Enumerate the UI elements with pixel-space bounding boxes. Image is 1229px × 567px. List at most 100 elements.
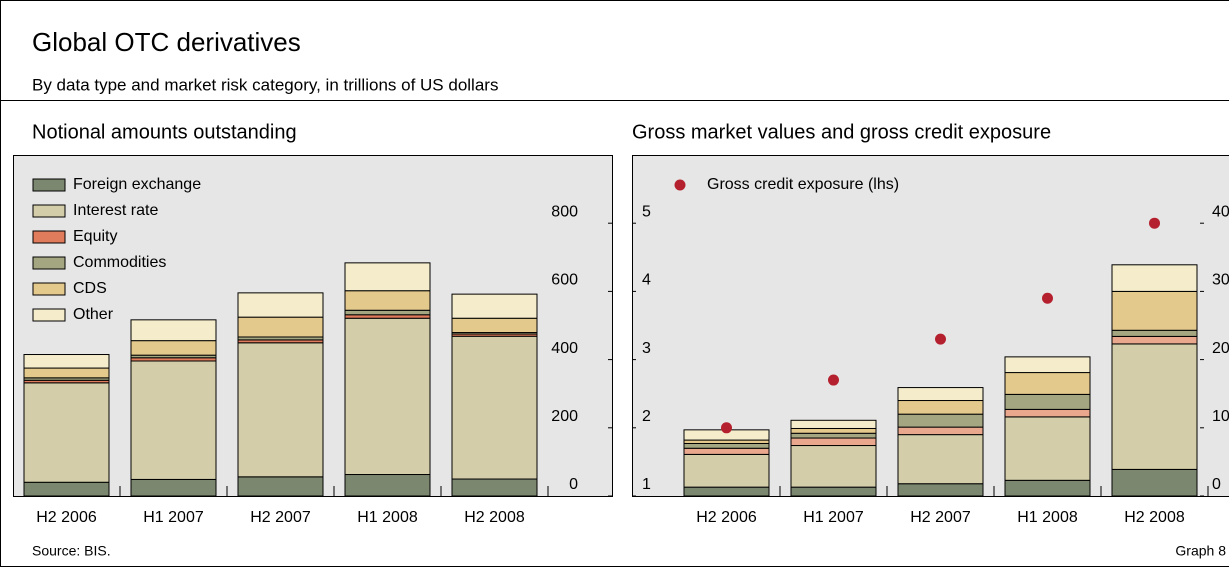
legend-swatch: [32, 230, 66, 244]
bar-segment: [1004, 393, 1091, 410]
y-tick-label: 2: [642, 408, 651, 425]
bar-segment: [451, 478, 538, 497]
legend-swatch: [32, 178, 66, 192]
x-tick-label: H1 2007: [143, 509, 204, 526]
bar-segment: [1111, 335, 1198, 345]
bar-segment: [897, 400, 984, 415]
y2-tick-label: 20: [1212, 340, 1229, 357]
bar-segment: [897, 426, 984, 436]
x-tick-label: H1 2008: [1017, 509, 1078, 526]
x-tick-label: H2 2007: [250, 509, 311, 526]
legend-swatch: [32, 308, 66, 322]
y-tick-label: 200: [551, 408, 578, 425]
bar-segment: [897, 434, 984, 485]
x-tick-label: H2 2008: [1124, 509, 1185, 526]
dot: [1149, 217, 1160, 229]
dot: [828, 374, 839, 386]
legend-swatch: [32, 282, 66, 296]
legend-label: Equity: [73, 228, 117, 245]
bar-segment: [344, 309, 431, 316]
y2-tick-label: 40: [1212, 203, 1229, 220]
y-tick-label: 5: [642, 203, 651, 220]
y-tick-label: 4: [642, 272, 651, 289]
legend-label: Foreign exchange: [73, 176, 201, 193]
bar-segment: [23, 367, 110, 379]
bar-segment: [130, 319, 217, 342]
dot: [935, 333, 946, 345]
legend-label: Gross credit exposure (lhs): [707, 176, 899, 193]
chart-title: Global OTC derivatives: [32, 27, 301, 57]
graph-label: Graph 8: [1175, 543, 1226, 559]
x-tick-label: H1 2008: [357, 509, 418, 526]
bar-segment: [1111, 290, 1198, 331]
bar-segment: [237, 292, 324, 318]
panel-title: Notional amounts outstanding: [32, 121, 297, 143]
bar-segment: [1111, 264, 1198, 292]
y-tick-label: 800: [551, 203, 578, 220]
legend-dot: [674, 179, 686, 191]
bar-segment: [897, 413, 984, 428]
bar-segment: [451, 317, 538, 334]
y-tick-label: 400: [551, 340, 578, 357]
bar-segment: [23, 354, 110, 369]
bar-segment: [344, 317, 431, 476]
y2-tick-label: 10: [1212, 408, 1229, 425]
x-tick-label: H2 2008: [464, 509, 525, 526]
y-tick-label: 3: [642, 340, 651, 357]
legend-label: Commodities: [73, 254, 166, 271]
legend-label: CDS: [73, 280, 107, 297]
x-tick-label: H2 2007: [910, 509, 971, 526]
bar-segment: [1004, 356, 1091, 374]
bar-segment: [130, 360, 217, 480]
bar-segment: [237, 316, 324, 338]
bar-segment: [790, 427, 877, 434]
bar-segment: [130, 340, 217, 356]
y2-tick-label: 30: [1212, 272, 1229, 289]
bar-segment: [683, 453, 770, 488]
bar-segment: [790, 432, 877, 439]
legend-swatch: [32, 204, 66, 218]
chart-subtitle: By data type and market risk category, i…: [32, 75, 498, 94]
legend-label: Other: [73, 306, 114, 323]
x-tick-label: H2 2006: [36, 509, 97, 526]
bar-segment: [790, 419, 877, 429]
bar-segment: [344, 290, 431, 311]
bar-segment: [683, 447, 770, 455]
bar-segment: [683, 442, 770, 449]
dot: [721, 422, 732, 434]
panel-title: Gross market values and gross credit exp…: [632, 121, 1051, 143]
bar-segment: [344, 474, 431, 497]
bar-segment: [23, 481, 110, 497]
legend-label: Interest rate: [73, 202, 158, 219]
bar-segment: [790, 486, 877, 497]
y2-tick-label: 0: [1212, 476, 1221, 493]
bar-segment: [451, 335, 538, 480]
y-tick-label: 600: [551, 272, 578, 289]
bar-segment: [1004, 479, 1091, 497]
legend-swatch: [32, 256, 66, 270]
bar-segment: [130, 478, 217, 497]
dot: [1042, 292, 1053, 304]
bar-segment: [683, 486, 770, 497]
bar-segment: [897, 387, 984, 402]
bar-segment: [1004, 372, 1091, 395]
x-tick-label: H1 2007: [803, 509, 864, 526]
bar-segment: [790, 445, 877, 488]
bar-segment: [237, 342, 324, 478]
bar-segment: [1111, 468, 1198, 497]
bar-segment: [23, 382, 110, 483]
source: Source: BIS.: [32, 543, 111, 559]
bar-segment: [1004, 408, 1091, 418]
y-tick-label: 0: [569, 476, 578, 493]
bar-segment: [683, 439, 770, 444]
bar-segment: [1004, 416, 1091, 481]
bar-segment: [237, 476, 324, 497]
bar-segment: [1111, 329, 1198, 337]
bar-segment: [344, 314, 431, 319]
x-tick-label: H2 2006: [696, 509, 757, 526]
bar-segment: [1111, 343, 1198, 470]
bar-segment: [344, 262, 431, 292]
bar-segment: [451, 293, 538, 319]
y-tick-label: 1: [642, 476, 651, 493]
